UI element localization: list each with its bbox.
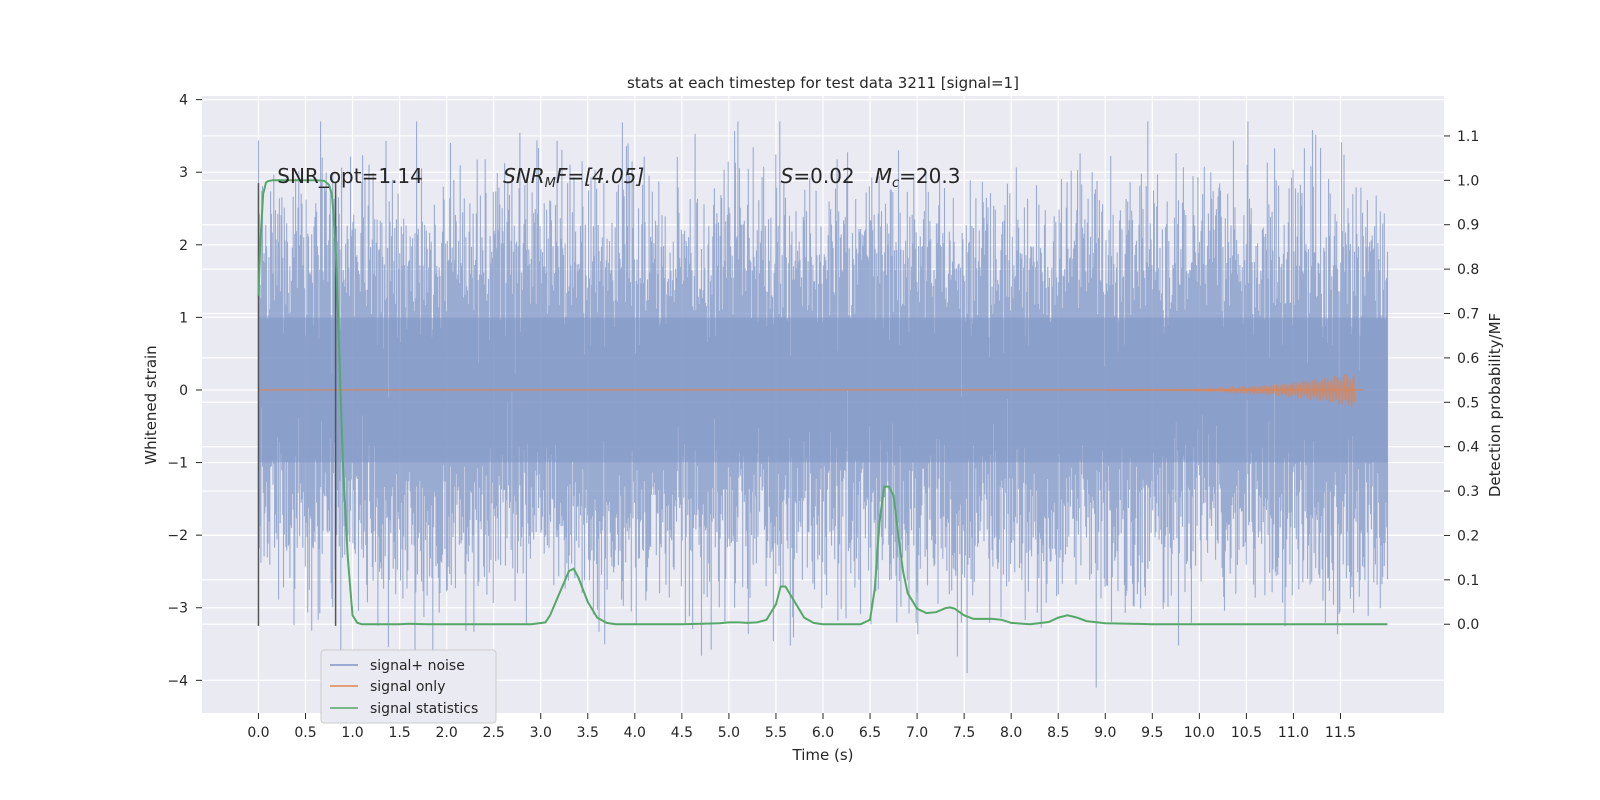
y2-tick-label: 0.5 (1457, 395, 1479, 411)
y2-axis-label: Detection probability/MF (1486, 313, 1504, 497)
x-tick-label: 9.5 (1141, 725, 1163, 741)
x-tick-label: 4.5 (671, 725, 693, 741)
x-tick-label: 7.5 (953, 725, 975, 741)
y-tick-label: −3 (167, 601, 188, 617)
x-tick-label: 10.5 (1231, 725, 1262, 741)
y2-axis-ticks: 1.1 1.0 0.9 0.8 0.7 0.6 0.5 0.4 0.3 0.2 0.1 0.0 (1444, 129, 1479, 633)
x-tick-label: 6.0 (812, 725, 834, 741)
y-tick-label: 1 (179, 310, 188, 326)
x-tick-label: 11.0 (1278, 725, 1309, 741)
x-tick-label: 3.5 (577, 725, 599, 741)
legend-label-signal-noise: signal+ noise (370, 658, 465, 674)
x-tick-label: 0.0 (247, 725, 269, 741)
signal-chirp (1105, 373, 1356, 408)
x-tick-label: 11.5 (1325, 725, 1356, 741)
x-tick-label: 2.0 (436, 725, 458, 741)
series-signal-only (258, 373, 1365, 408)
y-axis-ticks: 4 3 2 1 0 −1 −2 −3 −4 (167, 93, 202, 689)
legend-box (320, 649, 497, 724)
y-tick-label: −1 (167, 456, 188, 472)
y2-tick-label: 0.3 (1457, 484, 1479, 500)
annotation-mc: Mc=20.3 (875, 164, 961, 191)
y-tick-label: 4 (179, 93, 188, 109)
x-tick-label: 3.0 (530, 725, 552, 741)
annotation-snr-opt: SNR_opt=1.14 (277, 164, 423, 188)
x-tick-label: 1.0 (341, 725, 363, 741)
x-tick-label: 0.5 (294, 725, 316, 741)
y2-tick-label: 1.1 (1457, 129, 1479, 145)
y2-tick-label: 0.1 (1457, 573, 1479, 589)
y2-tick-label: 0.6 (1457, 351, 1479, 367)
y-tick-label: 2 (179, 238, 188, 254)
legend-label-signal-only: signal only (370, 679, 445, 695)
x-tick-label: 6.5 (859, 725, 881, 741)
y-tick-label: −2 (167, 528, 188, 544)
statistics-line (257, 179, 1388, 626)
legend: signal+ noise signal only signal statist… (320, 649, 497, 724)
annotation-snr-mf: SNRMF=[4.05] (503, 164, 644, 191)
x-tick-label: 5.0 (718, 725, 740, 741)
x-axis-label: Time (s) (792, 746, 854, 764)
x-tick-label: 8.5 (1047, 725, 1069, 741)
series-signal-statistics (257, 179, 1388, 626)
y2-tick-label: 0.2 (1457, 528, 1479, 544)
y-tick-label: 0 (179, 383, 188, 399)
y2-tick-label: 0.4 (1457, 440, 1479, 456)
x-tick-label: 4.0 (624, 725, 646, 741)
y2-tick-label: 1.0 (1457, 173, 1479, 189)
legend-label-signal-statistics: signal statistics (370, 701, 478, 717)
x-tick-label: 8.0 (1000, 725, 1022, 741)
annotation-s: S=0.02 (781, 164, 855, 188)
x-tick-label: 5.5 (765, 725, 787, 741)
x-tick-label: 2.5 (483, 725, 505, 741)
x-tick-label: 10.0 (1184, 725, 1215, 741)
y-tick-label: 3 (179, 165, 188, 181)
y-axis-label: Whitened strain (142, 345, 160, 464)
y-tick-label: −4 (167, 673, 188, 689)
chart-title: stats at each timestep for test data 321… (627, 74, 1019, 92)
x-axis-ticks: 0.0 0.5 1.0 1.5 2.0 2.5 3.0 3.5 4.0 4.5 5.0 5.5 6.0 6… (247, 713, 1356, 741)
x-tick-label: 1.5 (388, 725, 410, 741)
x-tick-label: 7.0 (906, 725, 928, 741)
y2-tick-label: 0.0 (1457, 617, 1479, 633)
y2-tick-label: 0.9 (1457, 218, 1479, 234)
y2-tick-label: 0.7 (1457, 307, 1479, 323)
y2-tick-label: 0.8 (1457, 262, 1479, 278)
x-tick-label: 9.0 (1094, 725, 1116, 741)
